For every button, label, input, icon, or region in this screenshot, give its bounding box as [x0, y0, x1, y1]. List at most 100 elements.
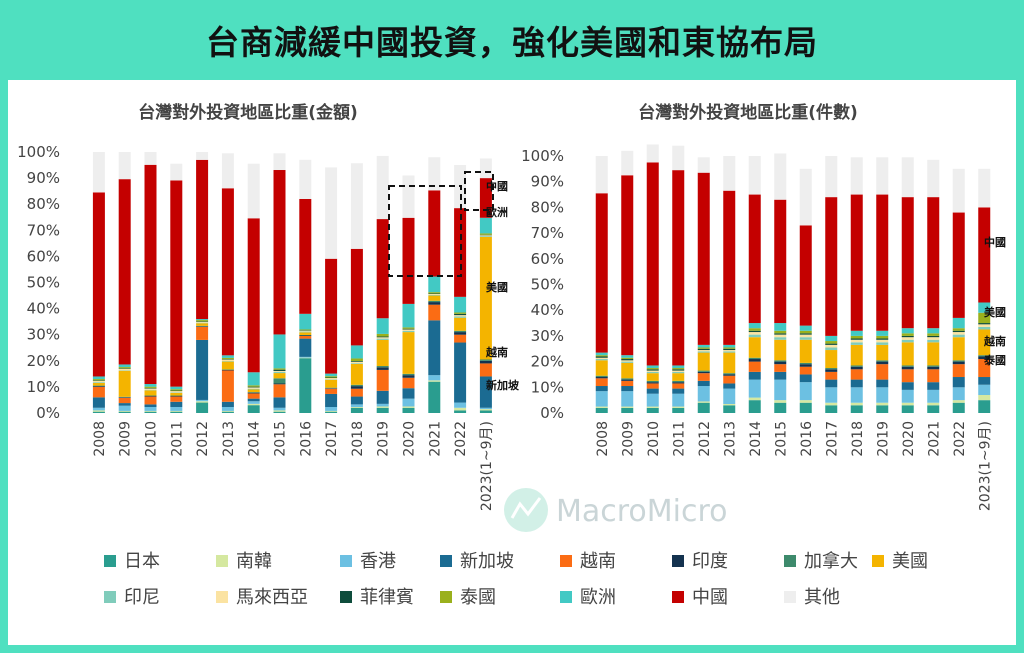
- y-tick-label: 20%: [531, 353, 564, 371]
- bar-segment: [118, 370, 131, 371]
- bar-segment: [402, 407, 415, 413]
- bar-segment: [774, 323, 787, 331]
- bar-segment: [325, 406, 338, 411]
- bar-segment: [697, 370, 710, 372]
- bar-segment: [350, 386, 363, 389]
- bar-segment: [325, 387, 338, 389]
- legend-label: 越南: [580, 551, 616, 572]
- bar-segment: [952, 332, 965, 335]
- bar-segment: [901, 328, 914, 334]
- bar-segment: [774, 379, 787, 401]
- bar-segment: [646, 162, 659, 366]
- bar-segment: [170, 396, 183, 402]
- x-tick-label: 2019: [376, 421, 392, 457]
- bar-segment: [952, 364, 965, 378]
- bar-segment: [221, 153, 234, 189]
- x-tick-label: 2013: [722, 421, 738, 457]
- legend-label: 印度: [692, 551, 728, 572]
- y-tick-label: 60%: [531, 250, 564, 268]
- bar-segment: [273, 397, 286, 408]
- bar-segment: [376, 338, 389, 340]
- bar-segment: [723, 374, 736, 376]
- bar-segment: [221, 357, 234, 360]
- x-tick-label: 2020: [402, 421, 418, 457]
- bar-segment: [170, 401, 183, 407]
- bar-segment: [170, 411, 183, 413]
- legend-swatch: [440, 555, 452, 567]
- bar-segment: [646, 393, 659, 407]
- bar-segment: [428, 293, 441, 295]
- bar-segment: [723, 347, 736, 349]
- bar-segment: [901, 157, 914, 198]
- x-tick-label: 2020: [901, 421, 917, 457]
- bar-segment: [350, 248, 363, 346]
- bar-segment: [646, 388, 659, 394]
- bar-segment: [978, 377, 991, 385]
- bar-segment: [978, 400, 991, 413]
- bar-segment: [247, 385, 260, 387]
- bar-segment: [247, 403, 260, 406]
- x-tick-label: 2014: [748, 421, 764, 457]
- bar-segment: [221, 188, 234, 356]
- bar-segment: [454, 342, 467, 403]
- bar-segment: [325, 410, 338, 412]
- bar-segment: [978, 355, 991, 357]
- bar-segment: [850, 339, 863, 343]
- bar-segment: [723, 344, 736, 348]
- bar-segment: [92, 385, 105, 387]
- x-tick-label: 2009: [620, 421, 636, 457]
- bar-segment: [92, 380, 105, 383]
- page-title: 台商減緩中國投資，強化美國和東協布局: [206, 23, 818, 62]
- bar-segment: [325, 378, 338, 380]
- bar-segment: [118, 403, 131, 406]
- bar-segment: [196, 321, 209, 322]
- bar-segment: [672, 373, 685, 381]
- bar-segment: [454, 402, 467, 408]
- bar-segment: [901, 337, 914, 340]
- bar-segment: [799, 325, 812, 331]
- legend-label: 印尼: [124, 587, 160, 608]
- bar-segment: [454, 296, 467, 313]
- bar-segment: [595, 193, 608, 353]
- bar-segment: [118, 367, 131, 369]
- bar-segment: [325, 377, 338, 379]
- bar-segment: [672, 145, 685, 171]
- legend-swatch: [216, 591, 228, 603]
- bar-segment: [799, 168, 812, 226]
- annotation-label: 美國: [984, 305, 1006, 319]
- bar-segment: [170, 392, 183, 393]
- bar-segment: [479, 359, 492, 361]
- bar-segment: [196, 323, 209, 326]
- bar-segment: [595, 407, 608, 413]
- bar-segment: [402, 398, 415, 407]
- bar-segment: [299, 335, 312, 337]
- legend-swatch: [104, 555, 116, 567]
- legend-label: 南韓: [236, 551, 272, 572]
- bar-segment: [428, 157, 441, 191]
- bar-segment: [350, 406, 363, 408]
- legend-label: 加拿大: [804, 550, 858, 572]
- bar-segment: [672, 382, 685, 384]
- bar-segment: [402, 329, 415, 331]
- bar-segment: [479, 235, 492, 237]
- bar-segment: [825, 371, 838, 380]
- bar-segment: [479, 178, 492, 218]
- bar-segment: [774, 371, 787, 380]
- bar-segment: [170, 396, 183, 397]
- bar-segment: [118, 368, 131, 371]
- bar-segment: [774, 199, 787, 324]
- bar-segment: [723, 348, 736, 351]
- bar-segment: [92, 379, 105, 381]
- bar-segment: [646, 380, 659, 383]
- bar-segment: [672, 388, 685, 394]
- bar-segment: [376, 406, 389, 408]
- bar-segment: [799, 339, 812, 363]
- bar-segment: [144, 164, 157, 385]
- bar-segment: [748, 330, 761, 333]
- bar-segment: [774, 360, 787, 362]
- bar-segment: [748, 334, 761, 338]
- bar-segment: [850, 387, 863, 403]
- legend-label: 歐洲: [580, 587, 616, 608]
- x-tick-label: 2010: [144, 421, 160, 457]
- bar-segment: [170, 410, 183, 412]
